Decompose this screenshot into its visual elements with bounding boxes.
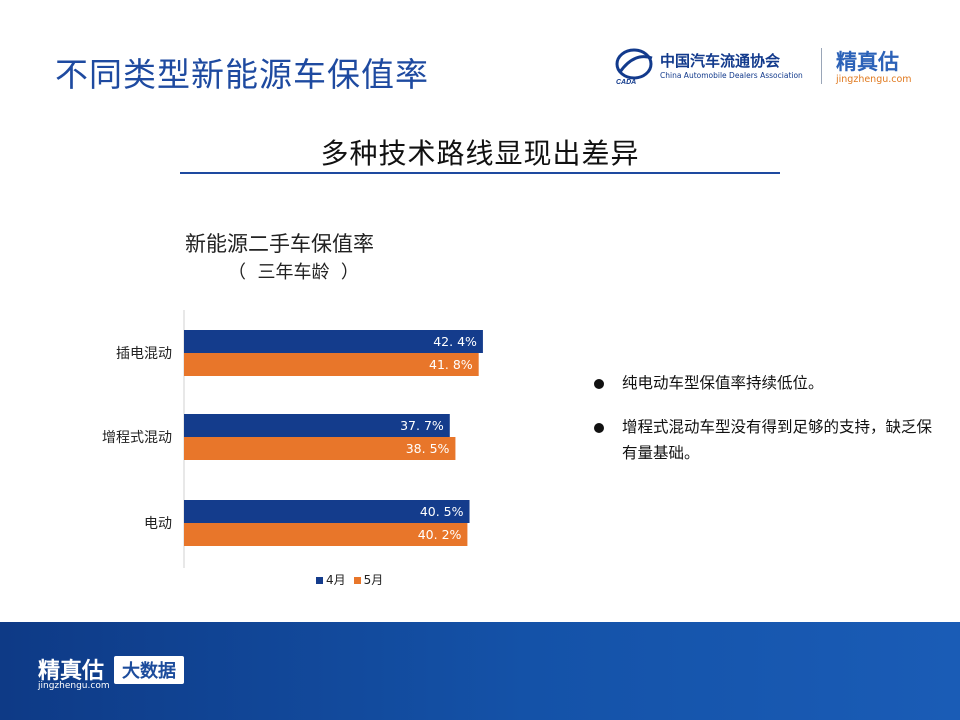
bullet-icon (594, 423, 604, 433)
legend-label-april: 4月 (326, 573, 346, 587)
data-label: 41. 8% (429, 357, 473, 372)
jingzhengu-logo: 精真估 (836, 50, 899, 74)
chart-title: 新能源二手车保值率 (185, 232, 374, 256)
bar-chart: 插电混动 42. 4% 41. 8% 增程式混动 37. 7% 38. 5% 电动 40. 5… (102, 310, 483, 568)
caada-mark-text: CADA (616, 79, 636, 86)
data-label: 40. 2% (418, 527, 462, 542)
findings-list: 纯电动车型保值率持续低位。 增程式混动车型没有得到足够的支持，缺乏保有量基础。 (592, 370, 932, 484)
caada-name: 中国汽车流通协会 (660, 52, 781, 70)
bullet-icon (594, 379, 604, 389)
finding-text: 纯电动车型保值率持续低位。 (622, 374, 824, 392)
data-label: 42. 4% (433, 334, 477, 349)
footer-badge: 大数据 (114, 656, 184, 684)
subtitle-underline (180, 172, 780, 174)
data-label: 38. 5% (406, 441, 450, 456)
finding-item: 增程式混动车型没有得到足够的支持，缺乏保有量基础。 (592, 414, 932, 466)
legend-swatch-may (353, 577, 361, 584)
bar-may (184, 523, 468, 546)
section-subtitle: 多种技术路线显现出差异 (320, 137, 640, 170)
data-label: 37. 7% (400, 418, 444, 433)
chart-subtitle: （ 三年车龄 ） (228, 262, 359, 283)
page-title: 不同类型新能源车保值率 (55, 55, 429, 94)
finding-item: 纯电动车型保值率持续低位。 (592, 370, 932, 396)
bar-april (184, 330, 483, 353)
bar-may (184, 437, 456, 460)
caada-name-en: China Automobile Dealers Association (660, 71, 803, 80)
chart-legend: 4月 5月 (316, 571, 383, 588)
category-label: 增程式混动 (102, 430, 172, 446)
bar-may (184, 353, 479, 376)
legend-swatch-april (316, 577, 323, 584)
caada-logo-icon: CADA (615, 48, 653, 86)
bar-april (184, 414, 450, 437)
footer-brand: 精真估 (38, 659, 105, 684)
logo-divider (821, 48, 822, 84)
category-label: 电动 (144, 516, 172, 532)
footer-url: jingzhengu.com (38, 681, 110, 691)
finding-text: 增程式混动车型没有得到足够的支持，缺乏保有量基础。 (622, 418, 933, 462)
bar-april (184, 500, 470, 523)
legend-item-may: 5月 (353, 571, 384, 588)
legend-item-april: 4月 (316, 571, 346, 588)
category-label: 插电混动 (116, 346, 172, 362)
legend-label-may: 5月 (363, 573, 384, 587)
data-label: 40. 5% (420, 504, 464, 519)
jingzhengu-url: jingzhengu.com (836, 74, 912, 85)
